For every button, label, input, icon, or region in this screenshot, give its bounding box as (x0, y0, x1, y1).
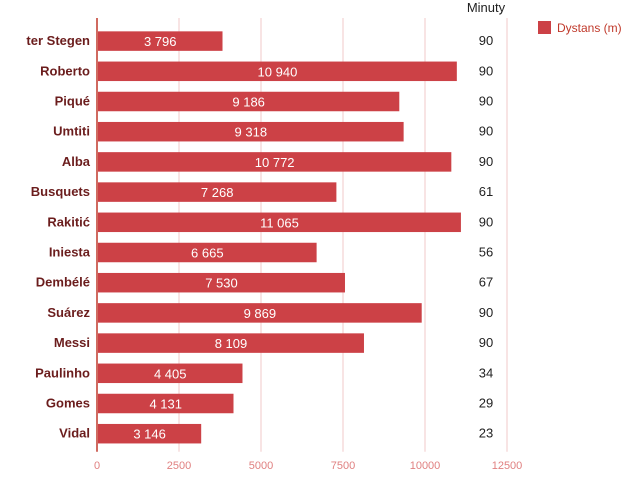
minutes-value: 29 (479, 396, 493, 411)
x-tick-label: 5000 (249, 460, 273, 472)
bar (98, 363, 243, 384)
bar (98, 212, 461, 233)
bar-value-label: 10 772 (255, 155, 295, 170)
player-label: Roberto (40, 63, 90, 78)
player-label: Umtiti (53, 124, 90, 139)
player-label: Alba (62, 154, 91, 169)
minutes-value: 67 (479, 275, 493, 290)
minutes-value: 90 (479, 124, 493, 139)
bar (98, 182, 337, 202)
bar-value-label: 9 318 (235, 125, 268, 140)
legend-label: Dystans (m) (557, 21, 622, 35)
bar-value-label: 9 186 (232, 95, 265, 110)
bar (98, 333, 364, 353)
player-label: Rakitić (47, 214, 90, 229)
bars: 3 796 10 940 9 186 9 318 10 772 7 268 11 065 6 … (98, 31, 461, 444)
x-tick-label: 12500 (492, 460, 523, 472)
bar (98, 31, 223, 51)
player-label: Busquets (31, 184, 90, 199)
minutes-value: 90 (479, 94, 493, 109)
bar (98, 272, 345, 293)
bar (98, 61, 457, 82)
bar-value-label: 4 405 (154, 366, 187, 381)
player-label: Piqué (55, 94, 90, 109)
bar-value-label: 7 268 (201, 185, 234, 200)
legend: Dystans (m) (538, 21, 622, 35)
minutes-value: 34 (479, 365, 493, 380)
minutes-value: 90 (479, 63, 493, 78)
bar-value-label: 3 796 (144, 34, 177, 49)
minutes-header: Minuty (467, 0, 506, 15)
bar (98, 423, 202, 444)
minutes-value: 56 (479, 245, 493, 260)
legend-swatch (538, 21, 551, 34)
x-tick-label: 0 (94, 460, 100, 472)
x-tick-label: 2500 (167, 460, 191, 472)
player-label: Suárez (47, 305, 90, 320)
player-label: Messi (54, 335, 90, 350)
x-axis-ticks: 0 2500 5000 7500 10000 12500 (94, 460, 522, 472)
minutes-value: 90 (479, 335, 493, 350)
bar (98, 91, 400, 112)
bar (98, 121, 404, 142)
bar-value-label: 4 131 (149, 397, 182, 412)
minutes-value: 90 (479, 305, 493, 320)
bar-value-label: 7 530 (205, 276, 238, 291)
player-label: Iniesta (49, 245, 91, 260)
minutes-column: 90 90 90 90 90 61 90 56 67 90 90 34 29 23 (479, 33, 493, 441)
minutes-value: 23 (479, 426, 493, 441)
minutes-value: 90 (479, 214, 493, 229)
bar-value-label: 9 869 (244, 306, 277, 321)
bar-value-label: 8 109 (215, 336, 248, 351)
bar (98, 393, 234, 414)
player-label: Dembélé (36, 275, 90, 290)
minutes-value: 90 (479, 33, 493, 48)
bar (98, 242, 317, 263)
player-label: ter Stegen (26, 33, 90, 48)
bar-value-label: 3 146 (133, 427, 166, 442)
bar-value-label: 6 665 (191, 246, 224, 261)
player-label: Paulinho (35, 365, 90, 380)
bar (98, 303, 422, 323)
x-tick-label: 7500 (331, 460, 355, 472)
player-labels: ter Stegen Roberto Piqué Umtiti Alba Busquets… (26, 33, 90, 441)
player-label: Gomes (46, 396, 90, 411)
x-tick-label: 10000 (410, 460, 441, 472)
bar-value-label: 10 940 (258, 64, 298, 79)
minutes-value: 90 (479, 154, 493, 169)
minutes-value: 61 (479, 184, 493, 199)
gridlines (178, 18, 508, 452)
bar-value-label: 11 065 (260, 215, 299, 230)
bar (98, 152, 452, 172)
player-label: Vidal (59, 426, 90, 441)
